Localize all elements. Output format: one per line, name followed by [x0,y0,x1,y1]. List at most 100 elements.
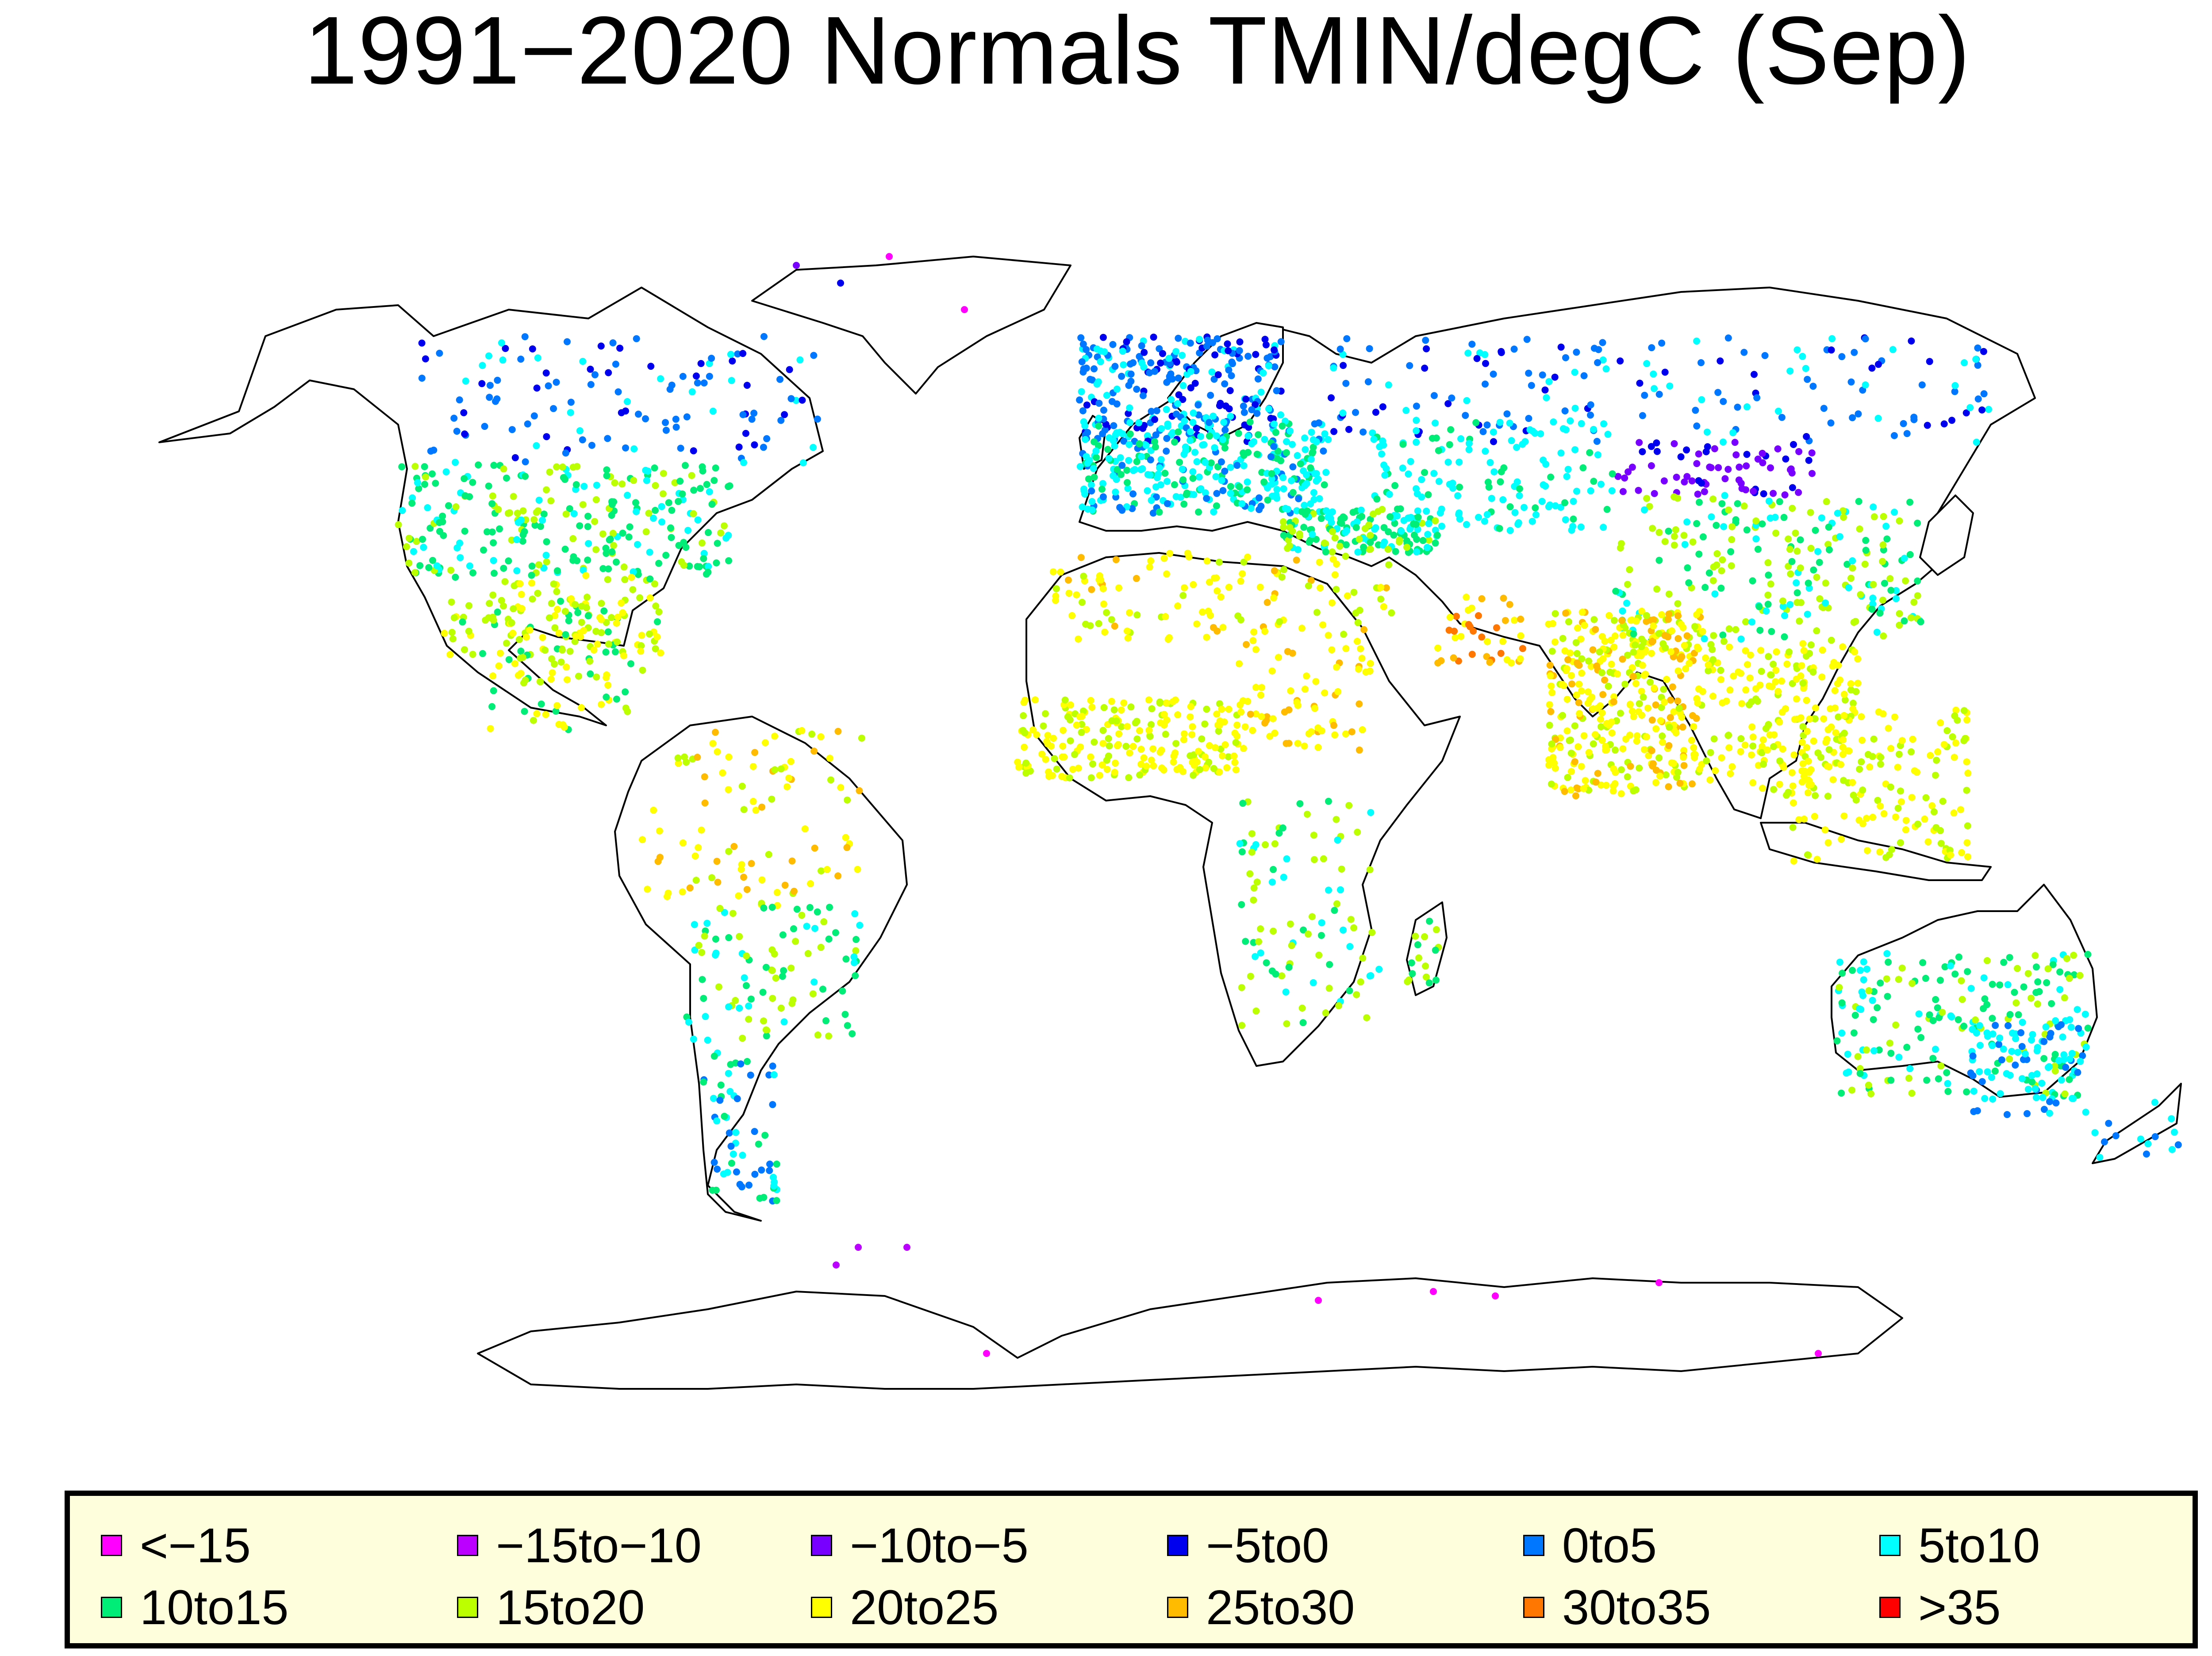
station-dot [2024,970,2032,977]
station-dot [612,558,620,566]
station-dot [716,1096,724,1104]
station-dot [1142,441,1150,449]
station-dot [459,618,466,626]
station-dot [1805,456,1813,464]
station-dot [1966,404,1974,411]
station-dot [1233,462,1241,469]
station-dot [1088,498,1096,505]
station-dot [1077,743,1084,751]
station-dot [1619,745,1627,752]
station-dot [1493,624,1500,632]
station-dot [1653,448,1661,455]
station-dot [1307,456,1315,463]
station-dot [1988,1073,1995,1081]
station-dot [1849,414,1856,422]
station-dot [1817,754,1824,761]
station-dot [1193,620,1201,628]
station-dot [1571,722,1578,729]
station-dot [714,748,721,755]
station-dot [1882,854,1889,861]
station-dot [1216,768,1223,776]
station-dot [1743,661,1751,668]
station-dot [1653,585,1660,593]
station-dot [1155,471,1162,478]
station-dot [1470,627,1477,635]
station-dot [1565,618,1572,625]
station-dot [1213,502,1220,510]
station-dot [414,479,421,487]
station-dot [1596,648,1603,656]
station-dot [1869,813,1876,821]
station-dot [1908,1089,1916,1097]
station-dot [545,382,552,390]
station-dot [1614,473,1622,480]
station-dot [1203,633,1210,641]
station-dot [1340,926,1347,934]
station-dot [416,562,424,569]
station-dot [1708,513,1715,521]
station-dot [1776,781,1783,788]
station-dot [522,472,529,480]
station-dot [1552,736,1559,743]
station-dot [1172,348,1180,355]
station-dot [1233,721,1241,729]
station-dot [1482,360,1489,367]
station-dot [763,1032,770,1039]
station-dot [1353,638,1361,645]
station-dot [708,501,716,508]
station-dot [2059,1033,2066,1041]
station-dot [1352,524,1360,531]
station-dot [1669,759,1677,767]
station-dot [2028,1036,2035,1044]
station-dot [818,867,825,874]
station-dot [1564,466,1572,473]
station-dot [613,619,620,627]
station-dot [1129,505,1136,512]
station-dot [1481,351,1489,358]
station-dot [1042,755,1049,763]
station-dot [1661,632,1669,639]
station-dot [490,557,497,564]
station-dot [1609,782,1617,790]
station-dot [852,972,859,979]
station-dot [1144,432,1151,440]
station-dot [1432,926,1440,933]
station-dot [465,628,472,635]
station-dot [1173,766,1181,773]
station-dot [1465,440,1473,447]
station-dot [806,904,814,911]
station-dot [560,474,567,481]
station-dot [1271,567,1278,575]
station-dot [1500,594,1507,602]
station-dot [1219,752,1226,759]
station-dot [799,459,807,467]
station-dot [1908,337,1915,345]
station-dot [1574,659,1581,667]
station-dot [553,567,561,575]
station-dot [1141,349,1148,356]
station-dot [1465,621,1472,628]
station-dot [1551,373,1559,381]
station-dot [1435,478,1443,485]
station-dot [1763,607,1770,615]
station-dot [677,445,684,452]
station-dot [1538,498,1546,505]
station-dot [662,552,670,559]
station-dot [768,795,776,803]
station-dot [1740,349,1748,356]
station-dot [1736,464,1743,471]
station-dot [1936,977,1944,984]
station-dot [1798,739,1806,746]
station-dot [1170,758,1177,766]
station-dot [714,540,721,547]
station-dot [2079,1052,2086,1059]
station-dot [533,710,541,717]
station-dot [1414,941,1421,948]
station-dot [1667,648,1674,656]
station-dot [1845,747,1853,755]
station-dot [745,1002,753,1010]
station-dot [1125,410,1132,417]
station-dot [418,339,426,347]
station-dot [534,354,541,362]
station-dot [2043,979,2051,986]
